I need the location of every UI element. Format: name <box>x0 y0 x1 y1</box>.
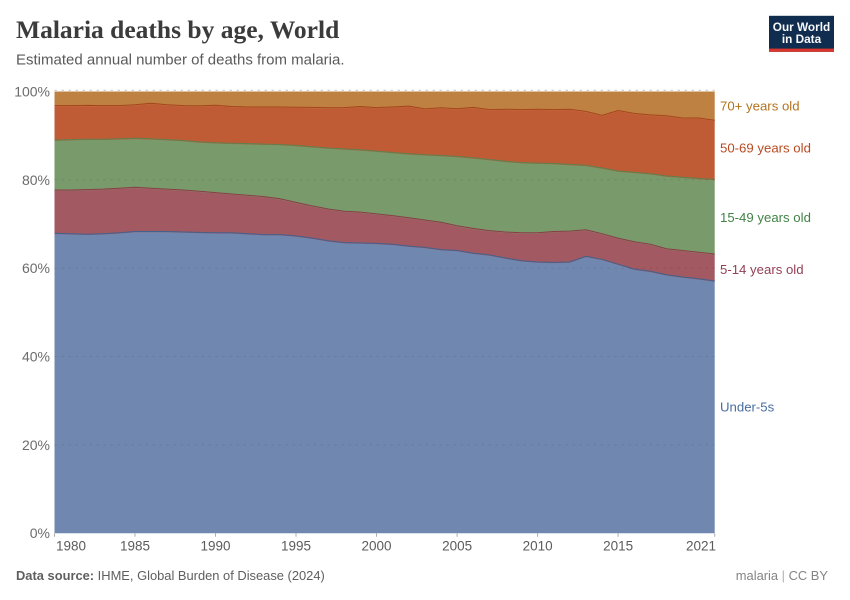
svg-text:50-69 years old: 50-69 years old <box>720 140 811 155</box>
svg-text:0%: 0% <box>30 525 50 541</box>
svg-text:2021: 2021 <box>686 539 716 554</box>
svg-text:40%: 40% <box>22 349 50 365</box>
svg-text:80%: 80% <box>22 172 50 188</box>
svg-text:1995: 1995 <box>281 539 311 554</box>
svg-text:1985: 1985 <box>120 539 150 554</box>
svg-text:15-49 years old: 15-49 years old <box>720 210 811 225</box>
svg-text:Under-5s: Under-5s <box>720 400 775 415</box>
svg-text:Malaria deaths by age, World: Malaria deaths by age, World <box>16 15 339 44</box>
svg-text:1980: 1980 <box>56 539 86 554</box>
svg-text:2000: 2000 <box>361 539 391 554</box>
svg-text:2015: 2015 <box>603 539 633 554</box>
svg-text:Our World: Our World <box>773 20 830 34</box>
svg-text:in Data: in Data <box>782 32 822 46</box>
svg-text:20%: 20% <box>22 437 50 453</box>
svg-text:60%: 60% <box>22 260 50 276</box>
svg-text:5-14 years old: 5-14 years old <box>720 262 804 277</box>
svg-text:Estimated annual number of dea: Estimated annual number of deaths from m… <box>16 52 345 69</box>
svg-text:2010: 2010 <box>523 539 553 554</box>
svg-text:100%: 100% <box>14 84 50 100</box>
svg-text:Data source: IHME, Global Burd: Data source: IHME, Global Burden of Dise… <box>16 568 325 583</box>
svg-text:1990: 1990 <box>200 539 230 554</box>
svg-text:malaria | CC BY: malaria | CC BY <box>736 568 829 583</box>
svg-text:70+ years old: 70+ years old <box>720 99 800 114</box>
svg-text:2005: 2005 <box>442 539 472 554</box>
